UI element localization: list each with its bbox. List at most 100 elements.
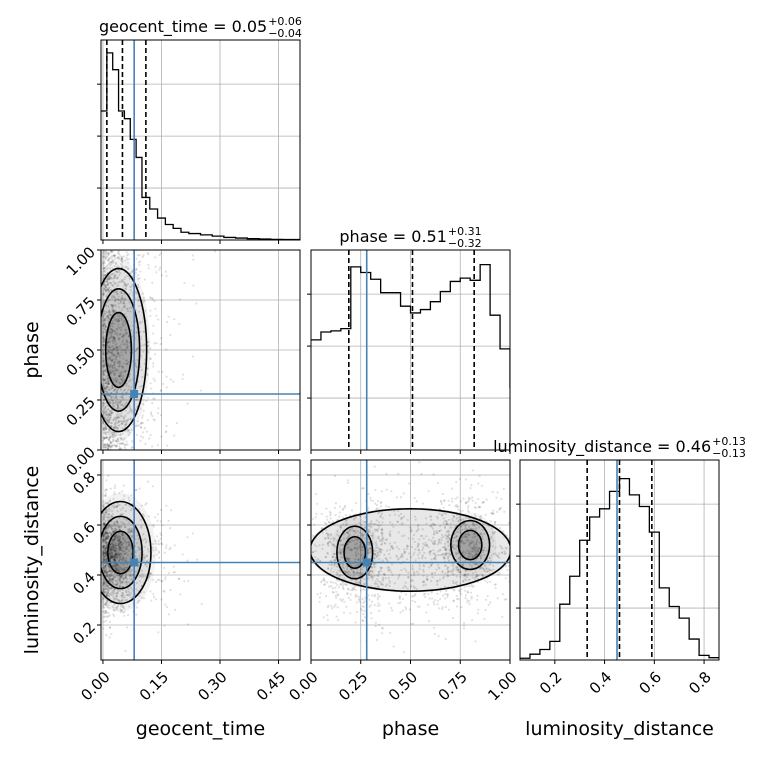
sample-point bbox=[112, 577, 115, 580]
sample-point bbox=[130, 285, 133, 288]
sample-point bbox=[109, 507, 112, 510]
sample-point bbox=[517, 591, 519, 593]
sample-point bbox=[356, 571, 359, 574]
sample-point bbox=[123, 446, 126, 449]
sample-point bbox=[120, 257, 124, 260]
sample-point bbox=[446, 593, 449, 597]
sample-point bbox=[116, 553, 119, 556]
sample-point bbox=[116, 598, 119, 602]
sample-point bbox=[106, 529, 109, 532]
sample-point bbox=[342, 611, 346, 614]
sample-point bbox=[437, 553, 440, 557]
sample-point bbox=[106, 374, 109, 377]
sample-point bbox=[104, 520, 107, 524]
sample-point bbox=[110, 556, 113, 559]
sample-point bbox=[143, 362, 146, 365]
sample-point bbox=[313, 556, 316, 559]
sample-point bbox=[356, 530, 359, 533]
sample-point bbox=[106, 288, 110, 291]
sample-point bbox=[116, 345, 119, 349]
sample-point bbox=[157, 540, 160, 543]
sample-point bbox=[123, 444, 126, 447]
sample-point bbox=[128, 572, 131, 575]
sample-point bbox=[472, 555, 475, 558]
sample-point bbox=[447, 608, 450, 611]
sample-point bbox=[104, 402, 107, 405]
sample-point bbox=[150, 599, 153, 602]
sample-point bbox=[102, 269, 105, 273]
sample-point bbox=[142, 533, 145, 536]
sample-point bbox=[174, 608, 177, 612]
sample-point bbox=[107, 274, 110, 277]
sample-point bbox=[153, 379, 157, 382]
sample-point bbox=[114, 388, 117, 391]
sample-point bbox=[130, 553, 133, 556]
sample-point bbox=[107, 566, 110, 569]
sample-point bbox=[327, 567, 330, 570]
sample-point bbox=[113, 548, 116, 551]
sample-point bbox=[105, 371, 108, 374]
sample-point bbox=[115, 564, 118, 567]
sample-point bbox=[108, 401, 111, 404]
sample-point bbox=[121, 542, 124, 546]
sample-point bbox=[103, 570, 107, 573]
sample-point bbox=[115, 554, 118, 557]
sample-point bbox=[124, 404, 127, 407]
sample-point bbox=[102, 338, 106, 341]
sample-point bbox=[116, 427, 119, 430]
sample-point bbox=[108, 299, 111, 302]
sample-point bbox=[129, 547, 133, 550]
sample-point bbox=[106, 443, 109, 446]
sample-point bbox=[387, 505, 390, 509]
sample-point bbox=[115, 389, 119, 392]
sample-point bbox=[120, 370, 123, 373]
sample-point bbox=[113, 550, 116, 553]
sample-point bbox=[104, 326, 107, 329]
sample-point bbox=[120, 508, 123, 511]
sample-point bbox=[115, 564, 118, 567]
sample-point bbox=[115, 355, 118, 359]
sample-point bbox=[142, 553, 145, 557]
sample-point bbox=[355, 601, 358, 604]
sample-point bbox=[358, 598, 361, 601]
sample-point bbox=[124, 423, 127, 426]
sample-point bbox=[127, 267, 130, 270]
sample-point bbox=[109, 273, 112, 276]
sample-point bbox=[124, 526, 127, 529]
sample-point bbox=[139, 518, 142, 522]
sample-point bbox=[104, 257, 107, 260]
sample-point bbox=[102, 589, 105, 592]
sample-point bbox=[164, 603, 167, 606]
sample-point bbox=[114, 566, 117, 569]
sample-point bbox=[111, 564, 114, 567]
sample-point bbox=[165, 430, 168, 433]
sample-point bbox=[118, 552, 121, 556]
sample-point bbox=[115, 563, 118, 567]
sample-point bbox=[122, 611, 125, 614]
sample-point bbox=[480, 484, 483, 487]
sample-point bbox=[111, 403, 115, 406]
sample-point bbox=[118, 559, 121, 563]
sample-point bbox=[335, 615, 338, 618]
sample-point bbox=[102, 341, 105, 344]
sample-point bbox=[114, 421, 117, 424]
sample-point bbox=[418, 605, 421, 608]
sample-point bbox=[102, 370, 105, 373]
sample-point bbox=[475, 528, 478, 532]
sample-point bbox=[476, 598, 479, 601]
sample-point bbox=[103, 606, 106, 609]
sample-point bbox=[155, 314, 158, 317]
sample-point bbox=[103, 398, 106, 401]
sample-point bbox=[112, 522, 115, 525]
sample-point bbox=[104, 570, 107, 573]
sample-point bbox=[117, 320, 120, 323]
sample-point bbox=[119, 608, 122, 611]
sample-point bbox=[116, 328, 119, 331]
sample-point bbox=[146, 345, 150, 348]
sample-point bbox=[113, 316, 116, 319]
sample-point bbox=[130, 527, 134, 530]
sample-point bbox=[113, 576, 116, 579]
sample-point bbox=[127, 530, 130, 533]
sample-point bbox=[114, 542, 117, 545]
sample-point bbox=[113, 274, 116, 277]
